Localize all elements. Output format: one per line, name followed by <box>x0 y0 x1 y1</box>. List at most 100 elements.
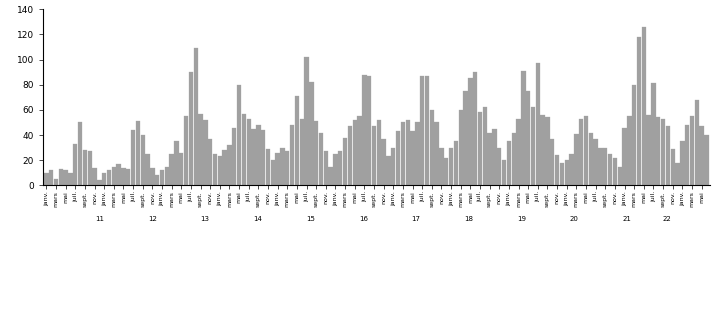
Bar <box>290 125 294 185</box>
Bar <box>459 110 463 185</box>
Bar <box>589 133 593 185</box>
Bar <box>199 114 203 185</box>
Bar <box>507 142 511 185</box>
Bar <box>362 75 366 185</box>
Bar <box>564 160 569 185</box>
Bar <box>222 150 227 185</box>
Bar <box>622 128 627 185</box>
Bar <box>594 139 598 185</box>
Bar <box>357 116 362 185</box>
Bar <box>473 72 478 185</box>
Bar <box>700 126 704 185</box>
Bar <box>704 135 708 185</box>
Bar <box>483 108 487 185</box>
Bar <box>690 116 694 185</box>
Bar <box>497 148 501 185</box>
Bar <box>107 170 111 185</box>
Bar <box>227 145 232 185</box>
Bar <box>656 117 660 185</box>
Bar <box>406 120 410 185</box>
Bar <box>478 112 482 185</box>
Bar <box>463 91 467 185</box>
Bar <box>488 133 492 185</box>
Bar <box>309 82 313 185</box>
Bar <box>560 163 564 185</box>
Bar <box>429 110 434 185</box>
Bar <box>64 170 68 185</box>
Bar <box>141 135 145 185</box>
Bar <box>531 108 535 185</box>
Bar <box>348 126 352 185</box>
Bar <box>440 148 444 185</box>
Bar <box>247 119 251 185</box>
Bar <box>367 76 371 185</box>
Bar <box>420 76 424 185</box>
Bar <box>516 119 521 185</box>
Bar <box>68 173 72 185</box>
Bar <box>546 117 550 185</box>
Bar <box>92 168 97 185</box>
Bar <box>521 71 526 185</box>
Bar <box>275 153 280 185</box>
Bar <box>189 72 193 185</box>
Bar <box>78 122 82 185</box>
Bar <box>642 27 646 185</box>
Bar <box>511 133 516 185</box>
Bar <box>613 158 617 185</box>
Bar <box>536 63 540 185</box>
Bar <box>59 169 63 185</box>
Bar <box>87 151 92 185</box>
Bar <box>435 122 439 185</box>
Bar <box>695 100 699 185</box>
Bar <box>194 48 198 185</box>
Bar <box>391 148 396 185</box>
Bar <box>386 156 391 185</box>
Bar <box>237 85 242 185</box>
Bar <box>579 119 584 185</box>
Bar <box>160 170 164 185</box>
Bar <box>550 139 554 185</box>
Bar <box>555 155 559 185</box>
Bar <box>376 120 381 185</box>
Bar <box>666 126 670 185</box>
Bar <box>165 167 169 185</box>
Bar <box>174 142 179 185</box>
Bar <box>49 170 53 185</box>
Bar <box>493 129 497 185</box>
Bar <box>454 142 458 185</box>
Bar <box>285 151 290 185</box>
Bar <box>256 125 260 185</box>
Bar <box>305 57 309 185</box>
Bar <box>338 151 343 185</box>
Bar <box>82 150 87 185</box>
Bar <box>266 149 270 185</box>
Bar <box>169 154 174 185</box>
Bar <box>328 167 333 185</box>
Bar <box>353 120 357 185</box>
Bar <box>116 164 121 185</box>
Bar <box>295 96 299 185</box>
Bar <box>146 154 150 185</box>
Bar <box>598 148 602 185</box>
Bar <box>526 91 531 185</box>
Bar <box>468 78 473 185</box>
Bar <box>179 153 184 185</box>
Bar <box>661 119 665 185</box>
Bar <box>261 130 265 185</box>
Bar <box>319 133 323 185</box>
Bar <box>242 114 246 185</box>
Bar <box>151 168 155 185</box>
Bar <box>203 120 207 185</box>
Bar <box>603 148 607 185</box>
Bar <box>680 142 685 185</box>
Bar <box>300 119 304 185</box>
Bar <box>396 131 400 185</box>
Bar <box>252 129 256 185</box>
Bar <box>73 144 77 185</box>
Bar <box>410 131 414 185</box>
Bar <box>415 122 419 185</box>
Bar <box>54 179 58 185</box>
Bar <box>449 148 453 185</box>
Bar <box>121 168 125 185</box>
Bar <box>184 116 189 185</box>
